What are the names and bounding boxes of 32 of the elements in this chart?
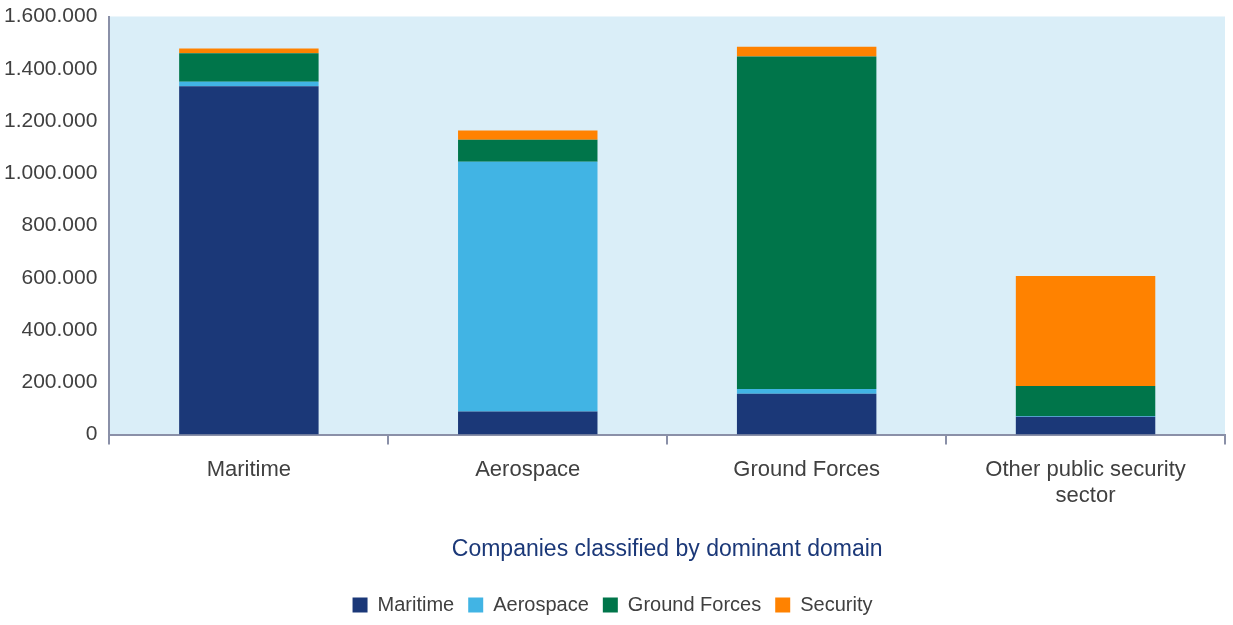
y-tick-label: 1.400.000: [3, 55, 98, 79]
bar: [736, 388, 877, 394]
legend-label: Maritime: [377, 592, 455, 615]
legend-label: Aerospace: [493, 592, 589, 615]
y-tick-label: 600.000: [21, 264, 98, 288]
bar: [179, 86, 319, 435]
y-tick-label: 1.000.000: [3, 160, 98, 184]
legend-label: Ground Forces: [627, 592, 762, 615]
bar: [1015, 276, 1156, 387]
legend-label: Security: [800, 592, 873, 615]
bar: [458, 130, 598, 140]
x-tick-label: Aerospace: [475, 455, 581, 481]
bar: [179, 53, 319, 82]
bar: [1015, 416, 1156, 435]
bar: [458, 139, 598, 162]
x-axis-title: Companies classified by dominant domain: [451, 534, 883, 561]
y-tick-label: 400.000: [21, 316, 98, 340]
bar: [1015, 386, 1156, 417]
y-tick-label: 1.600.000: [3, 3, 98, 27]
bar: [736, 393, 877, 435]
bar: [458, 411, 598, 435]
bar: [458, 161, 598, 412]
bar: [736, 46, 877, 57]
x-tick-label: Maritime: [206, 455, 292, 481]
x-tick-label: Ground Forces: [733, 455, 881, 481]
y-tick-label: 200.000: [21, 369, 98, 393]
y-tick-label: 1.200.000: [3, 107, 98, 131]
bar: [736, 56, 877, 389]
y-tick-label: 0: [85, 421, 98, 445]
x-tick-label: Other public security sector: [985, 455, 1186, 508]
y-tick-label: 800.000: [21, 212, 98, 236]
bar: [179, 48, 319, 54]
